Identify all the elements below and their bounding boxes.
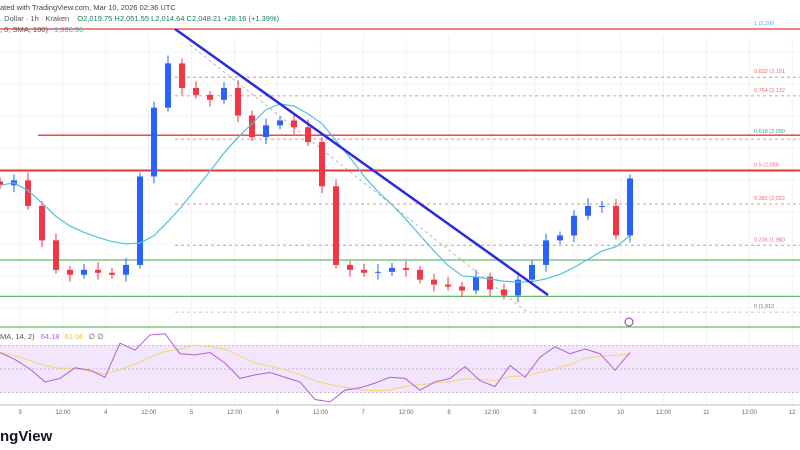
candle-body: [81, 269, 87, 275]
candle-body: [123, 264, 129, 275]
candle-body: [375, 271, 381, 273]
rsi-value: 64.18: [40, 332, 60, 341]
x-tick-label: 10: [617, 410, 624, 416]
fib-label: 0.832 (2,151: [754, 69, 785, 75]
x-tick-label: 12:00: [55, 410, 71, 416]
candle-body: [291, 120, 297, 128]
symbol-name: . Dollar · 1h · Kraken: [0, 14, 70, 23]
candle-body: [515, 279, 521, 296]
x-tick-label: 12:00: [742, 410, 758, 416]
candle-body: [221, 87, 227, 100]
x-tick-label: 12: [789, 410, 796, 416]
fib-label: 0.5 (2,056: [754, 163, 779, 169]
fib-label: 0.618 (2,090: [754, 129, 785, 135]
x-tick-label: 11: [703, 410, 710, 416]
candle-body: [403, 267, 409, 270]
rsi-ma-value: 61.06: [64, 332, 84, 341]
candle-body: [249, 115, 255, 138]
x-tick-label: 8: [447, 410, 451, 416]
candle-body: [25, 180, 31, 206]
candle-body: [235, 87, 241, 116]
x-tick-label: 12:00: [399, 410, 415, 416]
candle-body: [445, 284, 451, 287]
symbol-legend: . Dollar · 1h · Kraken O2,019.75 H2,051.…: [0, 14, 279, 23]
candle-body: [487, 276, 493, 290]
candle-body: [417, 269, 423, 280]
tradingview-logo: ngView: [0, 428, 53, 445]
sma-line: [0, 103, 631, 283]
sma-label: , 0, SMA, 100): [0, 25, 48, 34]
x-tick-label: 12:00: [570, 410, 586, 416]
candle-body: [151, 107, 157, 177]
x-tick-label: 12:00: [141, 410, 157, 416]
fib-label: 0.764 (2,132: [754, 88, 785, 94]
sma-legend: , 0, SMA, 100) 1,996.96: [0, 25, 83, 34]
candle-body: [585, 205, 591, 216]
rsi-extra: ∅ ∅: [88, 332, 104, 341]
candle-body: [557, 235, 563, 241]
candle-body: [305, 127, 311, 143]
candle-body: [529, 264, 535, 280]
rsi-ma-line: [0, 344, 631, 392]
candle-body: [263, 125, 269, 138]
fib-label: 0.382 (2,022: [754, 196, 785, 202]
candle-body: [347, 264, 353, 270]
candle-body: [179, 63, 185, 88]
x-tick-label: 6: [276, 410, 280, 416]
candle-body: [501, 289, 507, 296]
candle-body: [207, 94, 213, 100]
x-tick-label: 7: [362, 410, 366, 416]
candle-body: [319, 142, 325, 187]
created-caption: ated with TradingView.com, Mar 10, 2026 …: [0, 3, 176, 12]
rsi-label: MA, 14, 2): [0, 332, 35, 341]
candle-body: [613, 205, 619, 236]
candle-body: [627, 178, 633, 236]
candle-body: [109, 272, 115, 275]
candle-body: [193, 87, 199, 95]
x-tick-label: 12:00: [656, 410, 672, 416]
candle-body: [361, 269, 367, 273]
candle-body: [431, 279, 437, 285]
candle-body: [137, 176, 143, 265]
rsi-line: [0, 333, 631, 403]
candle-body: [473, 276, 479, 291]
candle-body: [95, 269, 101, 273]
x-tick-label: 5: [190, 410, 194, 416]
candle-body: [165, 63, 171, 108]
event-icon: [624, 317, 634, 327]
candle-body: [39, 205, 45, 241]
x-tick-label: 4: [104, 410, 108, 416]
sma-value: 1,996.96: [54, 25, 84, 34]
x-tick-label: 3: [18, 410, 22, 416]
candle-body: [599, 205, 605, 207]
candle-body: [53, 240, 59, 270]
candle-body: [277, 120, 283, 126]
candle-body: [389, 267, 395, 272]
x-tick-label: 12:00: [227, 410, 243, 416]
fib-label: 0.236 (1,980: [754, 237, 785, 243]
fib-label: 1 (2,200: [754, 21, 774, 27]
candle-body: [459, 286, 465, 291]
rsi-legend: MA, 14, 2) 64.18 61.06 ∅ ∅: [0, 332, 104, 341]
candle-body: [543, 240, 549, 265]
candle-body: [0, 181, 3, 186]
candle-body: [333, 186, 339, 265]
ohlc-values: O2,019.75 H2,051.55 L2,014.64 C2,048.21 …: [77, 14, 280, 23]
x-tick-label: 12:00: [484, 410, 500, 416]
x-tick-label: 12:00: [313, 410, 329, 416]
candle-body: [571, 215, 577, 236]
trendline: [174, 27, 549, 297]
candle-body: [67, 269, 73, 275]
x-tick-label: 9: [533, 410, 537, 416]
fib-label: 0 (1,912: [754, 304, 774, 310]
